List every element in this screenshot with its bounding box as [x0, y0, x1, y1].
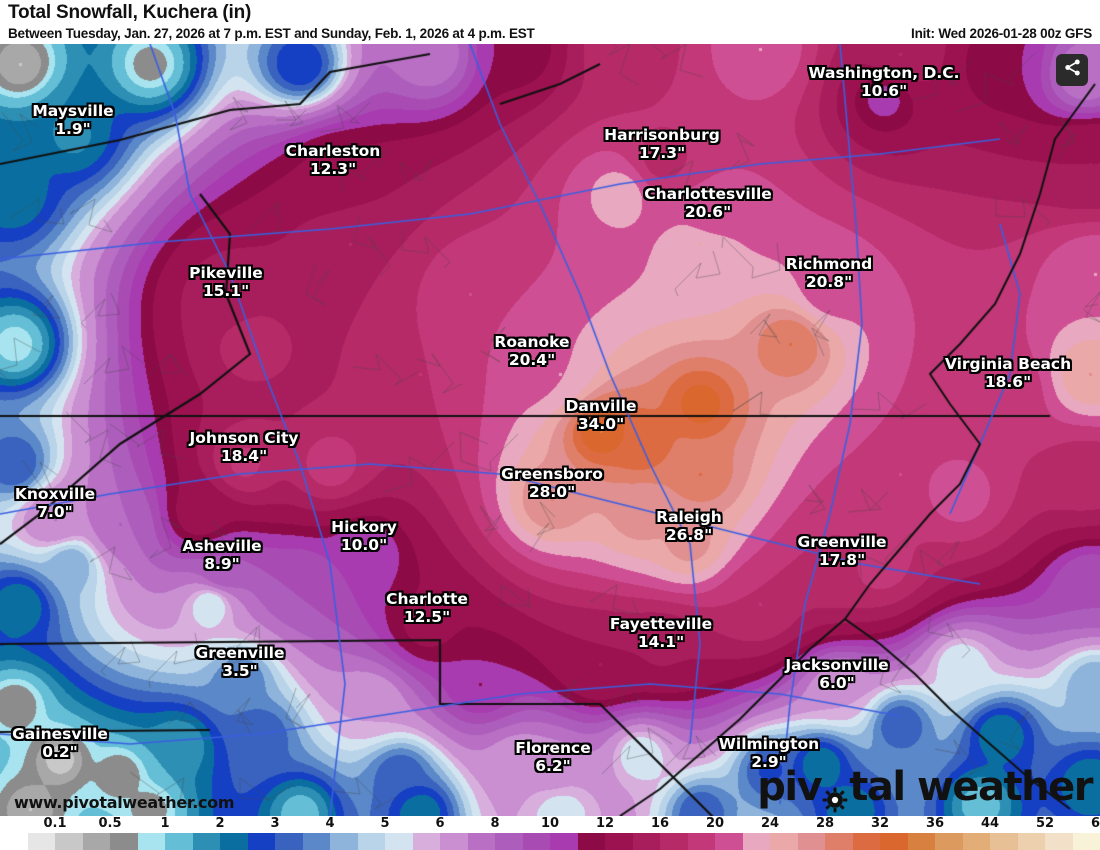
colorbar-tick: 0.5 [98, 816, 122, 831]
colorbar-tick: 52 [1035, 816, 1055, 831]
colorbar-swatch [687, 833, 715, 850]
colorbar-tick: 20 [705, 816, 725, 831]
colorbar-swatch [385, 833, 413, 850]
colorbar-swatch [632, 833, 660, 850]
colorbar-swatch [660, 833, 688, 850]
colorbar-swatch [715, 833, 743, 850]
colorbar-tick-labels: 0.10.512345681012162024283236445260 [0, 816, 1100, 833]
site-url-watermark: www.pivotalweather.com [14, 793, 235, 812]
pivotal-weather-logo: piv [757, 764, 1093, 813]
colorbar-swatch [907, 833, 935, 850]
colorbar-tick: 8 [490, 816, 500, 831]
colorbar-swatch [357, 833, 385, 850]
colorbar-swatch [302, 833, 330, 850]
colorbar-swatch [165, 833, 193, 850]
colorbar-swatch [192, 833, 220, 850]
colorbar-swatch [880, 833, 908, 850]
colorbar-swatch [0, 833, 28, 850]
model-init-text: Init: Wed 2026-01-28 00z GFS [911, 26, 1092, 41]
share-button[interactable] [1056, 54, 1088, 86]
snowfall-contour-canvas [0, 44, 1100, 816]
colorbar-swatch [247, 833, 275, 850]
colorbar-swatch [27, 833, 55, 850]
colorbar-swatch [467, 833, 495, 850]
colorbar-swatch [825, 833, 853, 850]
colorbar-swatch [495, 833, 523, 850]
colorbar-swatch [770, 833, 798, 850]
colorbar-tick: 1 [160, 816, 170, 831]
colorbar-tick: 12 [595, 816, 615, 831]
colorbar-swatch [330, 833, 358, 850]
valid-time-text: Between Tuesday, Jan. 27, 2026 at 7 p.m.… [8, 26, 535, 41]
colorbar-swatch [82, 833, 110, 850]
colorbar-swatch [412, 833, 440, 850]
colorbar-tick: 2 [215, 816, 225, 831]
colorbar-swatches [0, 833, 1100, 850]
colorbar-swatch [1017, 833, 1045, 850]
colorbar-tick: 44 [980, 816, 1000, 831]
colorbar-tick: 5 [380, 816, 390, 831]
colorbar-tick: 16 [650, 816, 670, 831]
colorbar-swatch [275, 833, 303, 850]
colorbar-tick: 28 [815, 816, 835, 831]
colorbar: 0.10.512345681012162024283236445260 [0, 816, 1100, 850]
colorbar-swatch [220, 833, 248, 850]
colorbar-swatch [577, 833, 605, 850]
colorbar-tick: 36 [925, 816, 945, 831]
colorbar-swatch [797, 833, 825, 850]
colorbar-tick: 60 [1090, 816, 1100, 831]
colorbar-tick: 6 [435, 816, 445, 831]
colorbar-swatch [550, 833, 578, 850]
header-bar: Total Snowfall, Kuchera (in) Between Tue… [0, 0, 1100, 44]
page-title: Total Snowfall, Kuchera (in) [8, 2, 252, 23]
colorbar-swatch [742, 833, 770, 850]
colorbar-swatch [55, 833, 83, 850]
colorbar-swatch [935, 833, 963, 850]
share-icon [1063, 58, 1082, 82]
gear-icon [822, 777, 848, 813]
colorbar-swatch [110, 833, 138, 850]
colorbar-tick: 32 [870, 816, 890, 831]
colorbar-swatch [990, 833, 1018, 850]
snowfall-map[interactable]: Maysville 1.9" Charleston 12.3" Washington, … [0, 44, 1100, 816]
colorbar-swatch [1072, 833, 1100, 850]
colorbar-swatch [522, 833, 550, 850]
colorbar-tick: 10 [540, 816, 560, 831]
colorbar-swatch [440, 833, 468, 850]
colorbar-swatch [1045, 833, 1073, 850]
colorbar-swatch [605, 833, 633, 850]
logo-text-right: tal weather [849, 764, 1093, 810]
colorbar-swatch [962, 833, 990, 850]
logo-text-left: piv [757, 764, 822, 810]
colorbar-tick: 3 [270, 816, 280, 831]
colorbar-swatch [137, 833, 165, 850]
colorbar-tick: 24 [760, 816, 780, 831]
colorbar-tick: 4 [325, 816, 335, 831]
colorbar-swatch [852, 833, 880, 850]
colorbar-tick: 0.1 [43, 816, 67, 831]
